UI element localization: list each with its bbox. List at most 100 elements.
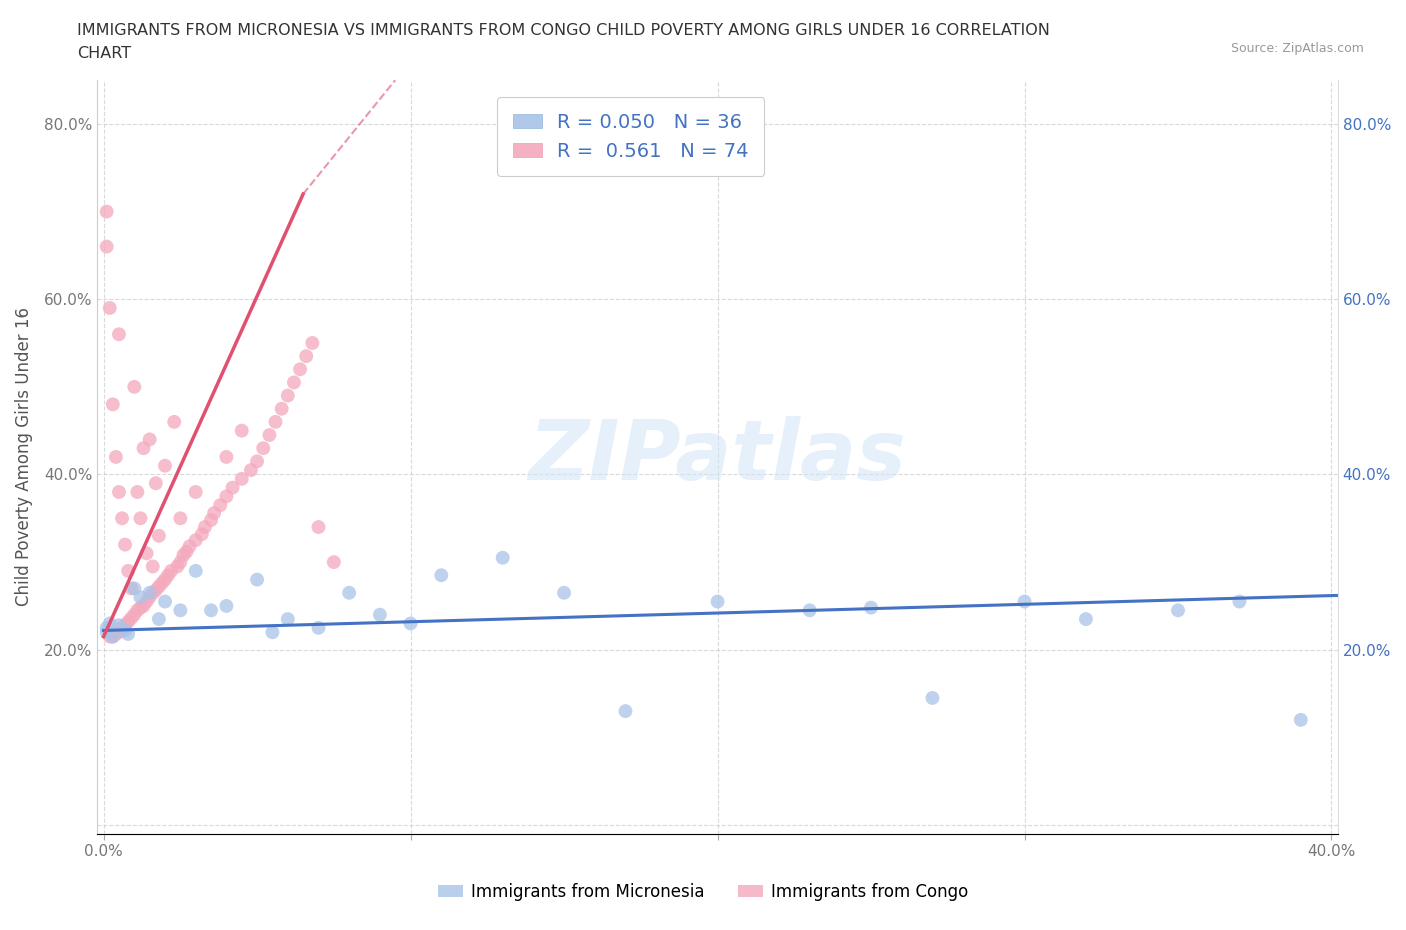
Point	[153, 458, 176, 473]
Point	[184, 564, 207, 578]
Point	[246, 572, 269, 587]
Point	[98, 630, 121, 644]
Y-axis label: Child Poverty Among Girls Under 16: Child Poverty Among Girls Under 16	[15, 308, 32, 606]
Point	[145, 583, 167, 598]
Point	[101, 630, 124, 644]
Point	[135, 594, 157, 609]
Point	[98, 616, 121, 631]
Point	[1014, 594, 1036, 609]
Point	[96, 620, 118, 635]
Point	[301, 336, 323, 351]
Legend: Immigrants from Micronesia, Immigrants from Congo: Immigrants from Micronesia, Immigrants f…	[432, 876, 974, 908]
Text: Source: ZipAtlas.com: Source: ZipAtlas.com	[1230, 42, 1364, 55]
Point	[1167, 603, 1189, 618]
Point	[191, 526, 214, 541]
Point	[239, 462, 262, 477]
Point	[169, 603, 191, 618]
Point	[124, 607, 146, 622]
Point	[184, 533, 207, 548]
Point	[114, 623, 136, 638]
Point	[1229, 594, 1251, 609]
Point	[117, 614, 139, 629]
Point	[337, 585, 360, 600]
Point	[799, 603, 821, 618]
Point	[150, 576, 173, 591]
Point	[184, 485, 207, 499]
Point	[492, 551, 515, 565]
Point	[200, 512, 222, 527]
Point	[215, 449, 238, 464]
Point	[295, 349, 318, 364]
Point	[138, 590, 160, 604]
Point	[142, 585, 165, 600]
Point	[96, 625, 118, 640]
Point	[120, 581, 142, 596]
Legend: R = 0.050   N = 36, R =  0.561   N = 74: R = 0.050 N = 36, R = 0.561 N = 74	[498, 98, 765, 176]
Point	[215, 489, 238, 504]
Point	[148, 612, 170, 627]
Point	[288, 362, 311, 377]
Point	[262, 625, 284, 640]
Point	[194, 520, 217, 535]
Point	[209, 498, 232, 512]
Point	[124, 379, 146, 394]
Text: IMMIGRANTS FROM MICRONESIA VS IMMIGRANTS FROM CONGO CHILD POVERTY AMONG GIRLS UN: IMMIGRANTS FROM MICRONESIA VS IMMIGRANTS…	[77, 23, 1050, 38]
Point	[308, 520, 330, 535]
Point	[108, 326, 131, 341]
Point	[277, 612, 299, 627]
Point	[553, 585, 575, 600]
Point	[120, 611, 142, 626]
Point	[127, 603, 149, 618]
Point	[129, 511, 152, 525]
Point	[169, 554, 191, 569]
Point	[160, 564, 183, 578]
Point	[96, 239, 118, 254]
Point	[283, 375, 305, 390]
Point	[96, 204, 118, 219]
Point	[104, 627, 127, 642]
Point	[153, 572, 176, 587]
Point	[231, 423, 253, 438]
Point	[148, 579, 170, 594]
Point	[108, 625, 131, 640]
Point	[1289, 712, 1312, 727]
Point	[142, 559, 165, 574]
Point	[111, 511, 134, 525]
Text: CHART: CHART	[77, 46, 131, 61]
Point	[246, 454, 269, 469]
Point	[202, 506, 225, 521]
Point	[368, 607, 391, 622]
Point	[157, 568, 180, 583]
Point	[101, 397, 124, 412]
Point	[166, 559, 188, 574]
Point	[176, 544, 198, 559]
Point	[104, 449, 127, 464]
Point	[108, 485, 131, 499]
Point	[145, 476, 167, 491]
Point	[117, 564, 139, 578]
Point	[172, 548, 194, 563]
Point	[430, 568, 453, 583]
Point	[614, 704, 637, 719]
Point	[259, 428, 281, 443]
Point	[124, 581, 146, 596]
Point	[860, 600, 883, 615]
Point	[221, 480, 243, 495]
Point	[399, 616, 422, 631]
Point	[117, 627, 139, 642]
Point	[270, 402, 292, 417]
Point	[231, 472, 253, 486]
Point	[111, 620, 134, 635]
Point	[921, 690, 943, 705]
Point	[252, 441, 274, 456]
Point	[135, 546, 157, 561]
Text: ZIPatlas: ZIPatlas	[529, 417, 907, 498]
Point	[308, 620, 330, 635]
Point	[1074, 612, 1097, 627]
Point	[148, 528, 170, 543]
Point	[264, 415, 287, 430]
Point	[108, 618, 131, 632]
Point	[163, 415, 186, 430]
Point	[169, 511, 191, 525]
Point	[132, 599, 155, 614]
